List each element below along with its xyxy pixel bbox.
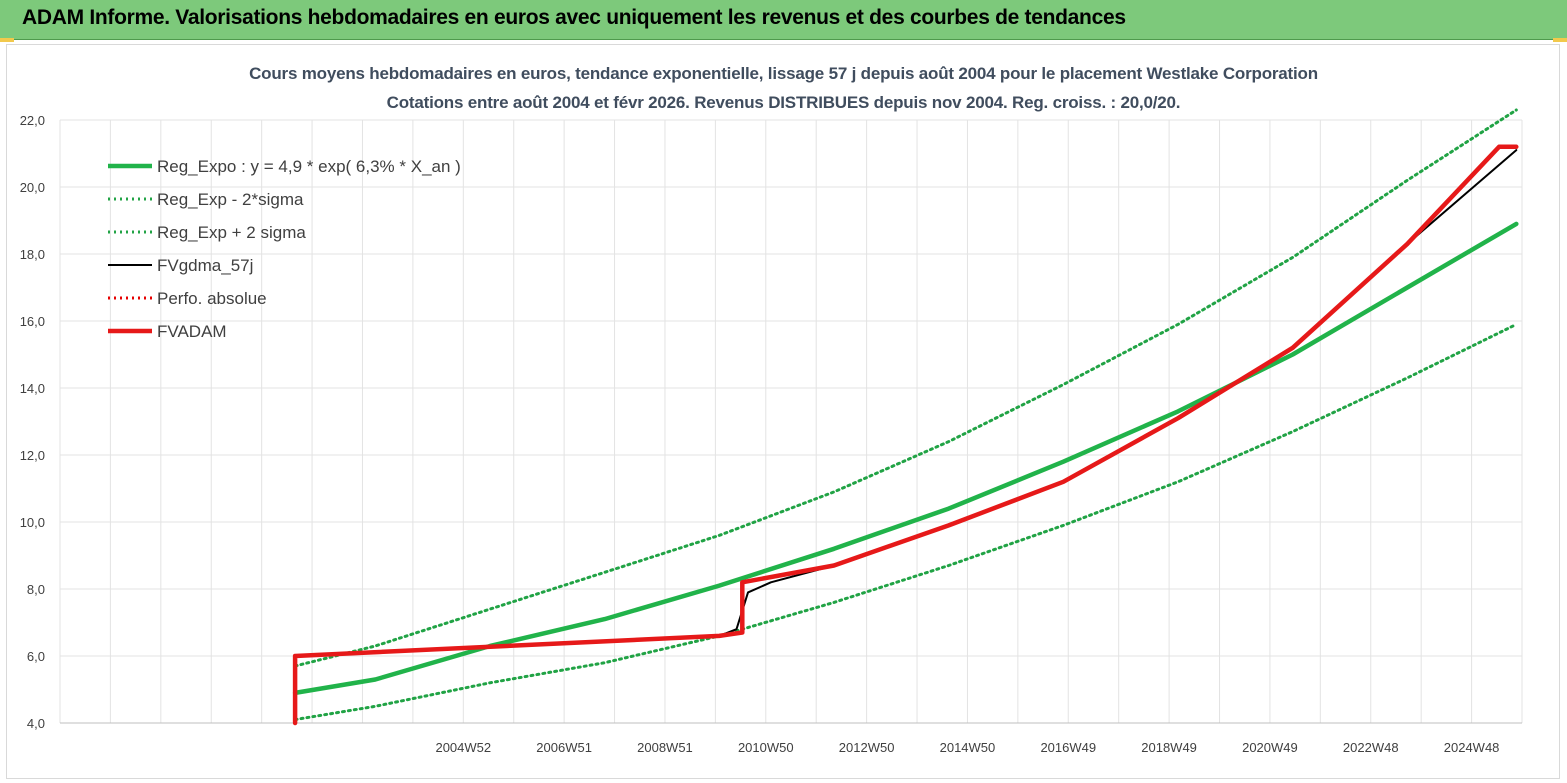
x-tick-label: 2010W50 bbox=[738, 740, 794, 755]
report-title: ADAM Informe. Valorisations hebdomadaire… bbox=[22, 6, 1126, 29]
report-banner: ADAM Informe. Valorisations hebdomadaire… bbox=[0, 0, 1567, 40]
chart-title: Cours moyens hebdomadaires en euros, ten… bbox=[249, 64, 1318, 83]
y-tick-label: 18,0 bbox=[20, 247, 45, 262]
y-tick-label: 8,0 bbox=[27, 582, 45, 597]
x-tick-label: 2018W49 bbox=[1141, 740, 1197, 755]
y-axis: 4,0 6,0 8,0 10,0 12,0 14,0 16,0 18,0 20,0 22,0 bbox=[20, 113, 45, 731]
series-line bbox=[292, 221, 1519, 696]
legend-label: Reg_Exp - 2*sigma bbox=[157, 190, 304, 209]
series-line bbox=[292, 144, 1519, 726]
chart-subtitle: Cotations entre août 2004 et févr 2026. … bbox=[386, 93, 1181, 112]
y-tick-label: 22,0 bbox=[20, 113, 45, 128]
y-tick-label: 20,0 bbox=[20, 180, 45, 195]
y-tick-label: 14,0 bbox=[20, 381, 45, 396]
corner-mark-left bbox=[0, 38, 14, 42]
legend-label: Reg_Exp + 2 sigma bbox=[157, 223, 306, 242]
legend-label: FVADAM bbox=[157, 322, 227, 341]
y-tick-label: 16,0 bbox=[20, 314, 45, 329]
x-axis: 2004W52 2006W51 2008W51 2010W50 2012W50 2014W… bbox=[435, 740, 1499, 755]
y-tick-label: 10,0 bbox=[20, 515, 45, 530]
series-line bbox=[294, 149, 1518, 724]
x-tick-label: 2020W49 bbox=[1242, 740, 1298, 755]
corner-mark-right bbox=[1553, 38, 1567, 42]
x-tick-label: 2006W51 bbox=[536, 740, 592, 755]
x-tick-label: 2014W50 bbox=[940, 740, 996, 755]
x-tick-label: 2022W48 bbox=[1343, 740, 1399, 755]
y-tick-label: 6,0 bbox=[27, 649, 45, 664]
series-line bbox=[293, 108, 1518, 668]
plot-area bbox=[292, 108, 1519, 726]
y-tick-label: 12,0 bbox=[20, 448, 45, 463]
series-line bbox=[293, 322, 1518, 722]
x-tick-label: 2024W48 bbox=[1444, 740, 1500, 755]
x-tick-label: 2016W49 bbox=[1040, 740, 1096, 755]
legend-label: Reg_Expo : y = 4,9 * exp( 6,3% * X_an ) bbox=[157, 157, 461, 176]
y-tick-label: 4,0 bbox=[27, 716, 45, 731]
legend: Reg_Expo : y = 4,9 * exp( 6,3% * X_an ) R… bbox=[108, 157, 461, 341]
x-tick-label: 2012W50 bbox=[839, 740, 895, 755]
x-tick-label: 2008W51 bbox=[637, 740, 693, 755]
grid-lines bbox=[59, 119, 1523, 724]
legend-label: Perfo. absolue bbox=[157, 289, 267, 308]
legend-label: FVgdma_57j bbox=[157, 256, 253, 275]
chart-frame bbox=[6, 44, 1560, 779]
x-tick-label: 2004W52 bbox=[435, 740, 491, 755]
